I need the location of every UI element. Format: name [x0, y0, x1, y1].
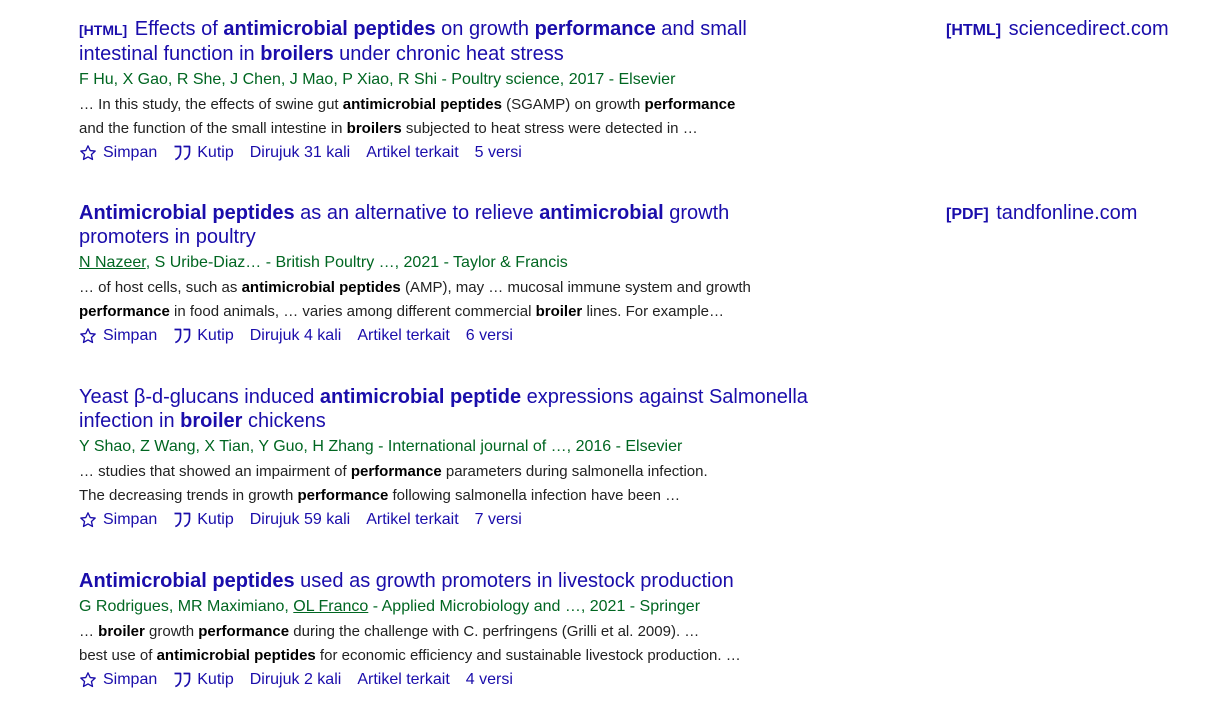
versions-link[interactable]: 7 versi [474, 511, 522, 528]
quote-icon [174, 145, 191, 161]
save-button[interactable]: Simpan [79, 325, 157, 347]
cite-button[interactable]: Kutip [173, 325, 234, 347]
result-item: Yeast β-d-glucans induced antimicrobial … [79, 385, 819, 531]
result-authors: F Hu, X Gao, R She, J Chen, J Mao, P Xia… [79, 71, 676, 88]
cite-button[interactable]: Kutip [173, 669, 234, 691]
cited-by-link[interactable]: Dirujuk 4 kali [249, 327, 342, 344]
format-tag: [PDF] [946, 206, 989, 223]
cited-by-link[interactable]: Dirujuk 31 kali [249, 144, 351, 161]
result-item: Antimicrobial peptides as an alternative… [79, 201, 819, 347]
versions-link[interactable]: 4 versi [465, 671, 513, 688]
result-item: [HTML] Effects of antimicrobial peptides… [79, 17, 819, 164]
versions-link[interactable]: 6 versi [465, 327, 513, 344]
save-button[interactable]: Simpan [79, 669, 157, 691]
result-title-link[interactable]: Antimicrobial peptides used as growth pr… [79, 570, 734, 592]
related-articles-link[interactable]: Artikel terkait [357, 327, 450, 344]
author-link[interactable]: N Nazeer [79, 254, 146, 271]
related-articles-link[interactable]: Artikel terkait [366, 511, 459, 528]
star-icon [80, 328, 96, 344]
author-link[interactable]: OL Franco [293, 598, 369, 615]
versions-link[interactable]: 5 versi [474, 144, 522, 161]
result-actions: Simpan Kutip Dirujuk 59 kali Artikel ter… [79, 509, 819, 531]
result-title-link[interactable]: [HTML] Effects of antimicrobial peptides… [79, 18, 747, 65]
format-tag: [HTML] [946, 22, 1002, 39]
quote-icon [174, 512, 191, 528]
cited-by-link[interactable]: Dirujuk 2 kali [249, 671, 342, 688]
related-articles-link[interactable]: Artikel terkait [366, 144, 459, 161]
result-authors: Y Shao, Z Wang, X Tian, Y Guo, H Zhang -… [79, 438, 683, 455]
result-actions: Simpan Kutip Dirujuk 2 kali Artikel terk… [79, 669, 819, 691]
save-button[interactable]: Simpan [79, 142, 157, 164]
format-tag: [HTML] [79, 22, 128, 38]
result-title-link[interactable]: Yeast β-d-glucans induced antimicrobial … [79, 386, 808, 432]
result-actions: Simpan Kutip Dirujuk 4 kali Artikel terk… [79, 325, 819, 347]
related-articles-link[interactable]: Artikel terkait [357, 671, 450, 688]
star-icon [80, 512, 96, 528]
fulltext-link-sciencedirect[interactable]: [HTML] sciencedirect.com [946, 18, 1169, 40]
result-snippet: … broiler growth performance during the … [79, 623, 741, 664]
cite-button[interactable]: Kutip [173, 142, 234, 164]
quote-icon [174, 672, 191, 688]
result-authors: N Nazeer, S Uribe-Diaz… - British Poultr… [79, 254, 568, 271]
result-actions: Simpan Kutip Dirujuk 31 kali Artikel ter… [79, 142, 819, 164]
result-snippet: … of host cells, such as antimicrobial p… [79, 279, 751, 320]
star-icon [80, 672, 96, 688]
result-title-link[interactable]: Antimicrobial peptides as an alternative… [79, 202, 730, 248]
save-button[interactable]: Simpan [79, 509, 157, 531]
fulltext-link-tandfonline[interactable]: [PDF] tandfonline.com [946, 202, 1138, 224]
quote-icon [174, 328, 191, 344]
result-authors: G Rodrigues, MR Maximiano, OL Franco - A… [79, 598, 701, 615]
result-item: Antimicrobial peptides used as growth pr… [79, 569, 819, 691]
result-snippet: … In this study, the effects of swine gu… [79, 96, 736, 137]
result-snippet: … studies that showed an impairment of p… [79, 463, 708, 504]
cite-button[interactable]: Kutip [173, 509, 234, 531]
star-icon [80, 145, 96, 161]
cited-by-link[interactable]: Dirujuk 59 kali [249, 511, 351, 528]
